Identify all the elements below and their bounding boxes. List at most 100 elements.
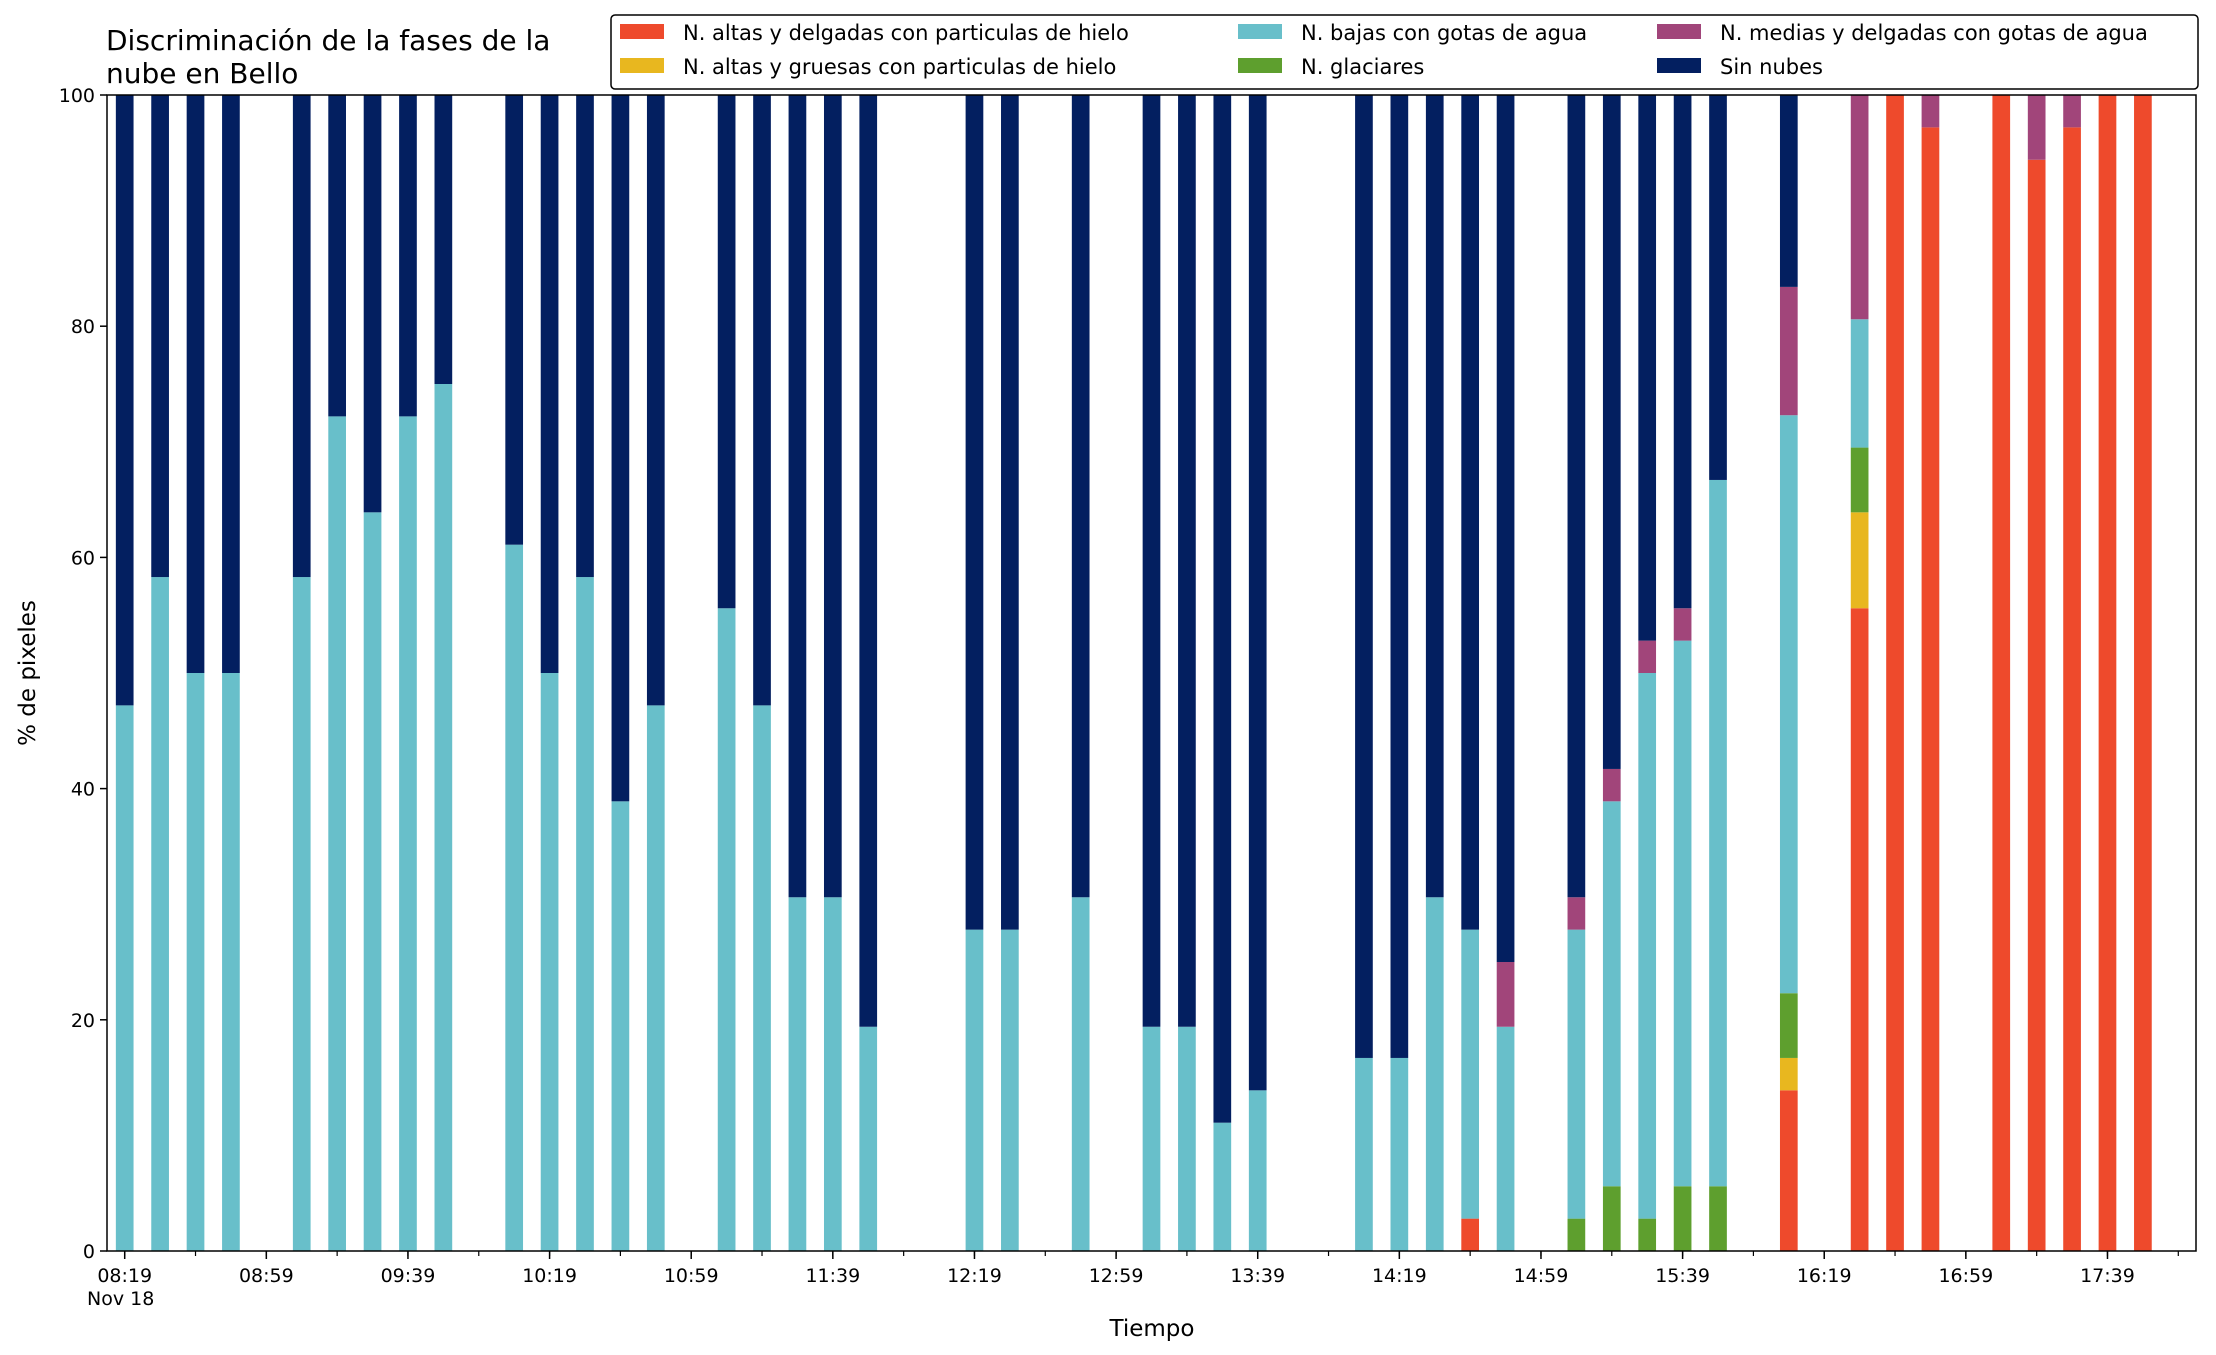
x-tick-label: 16:59 xyxy=(1938,1265,1993,1287)
y-tick-label: 0 xyxy=(83,1241,95,1263)
bar-segment xyxy=(1425,897,1444,1251)
bar-stack-1729 xyxy=(2063,95,2081,1252)
legend-label: N. altas y delgadas con particulas de hi… xyxy=(683,21,1129,45)
x-tick-label: 10:59 xyxy=(664,1265,719,1287)
bar-segment xyxy=(1390,95,1409,1058)
bar-segment xyxy=(1071,897,1090,1251)
bar-segment xyxy=(292,577,311,1251)
bar-segment xyxy=(1673,95,1692,609)
bar-stack-1029 xyxy=(576,95,594,1251)
legend-swatch xyxy=(620,58,664,73)
bar-stack-0939 xyxy=(399,95,417,1251)
bar-segment xyxy=(292,95,311,578)
bar-segment xyxy=(1779,993,1798,1058)
bar-segment xyxy=(1921,95,1940,128)
bar-segment xyxy=(186,95,205,673)
bar-segment xyxy=(1602,95,1621,769)
bar-stack-1229 xyxy=(1001,95,1019,1251)
bar-segment xyxy=(399,416,417,1251)
legend-label: N. bajas con gotas de agua xyxy=(1301,21,1587,45)
bar-segment xyxy=(1567,95,1586,898)
bar-segment xyxy=(2063,127,2081,1252)
x-axis-label: Tiempo xyxy=(1109,1316,1195,1342)
bar-segment xyxy=(965,95,984,930)
bar-segment xyxy=(1496,1026,1515,1251)
bar-stack-1219 xyxy=(965,95,984,1251)
bar-stack-0839 xyxy=(186,95,205,1251)
bar-segment xyxy=(1886,95,1904,1251)
bar-stack-1409 xyxy=(1355,95,1373,1251)
bar-segment xyxy=(1638,640,1657,673)
y-tick-label: 80 xyxy=(71,316,95,338)
bar-stack-1719 xyxy=(2027,95,2046,1252)
bar-segment xyxy=(1779,1090,1798,1251)
legend-swatch xyxy=(620,24,664,39)
bar-segment xyxy=(1850,512,1869,609)
bar-stack-1019 xyxy=(540,95,559,1251)
x-date-label: Nov 18 xyxy=(87,1288,154,1310)
bar-segment xyxy=(859,95,878,1027)
bar-stack-0949 xyxy=(434,95,453,1251)
bar-stack-0919 xyxy=(328,95,346,1251)
bar-segment xyxy=(1001,929,1019,1251)
x-tick-label: 08:19 xyxy=(97,1265,152,1287)
bar-segment xyxy=(859,1026,878,1251)
bar-segment xyxy=(717,95,736,609)
bar-segment xyxy=(1638,95,1657,641)
legend-entry: N. medias y delgadas con gotas de agua xyxy=(1657,21,2148,45)
bar-segment xyxy=(1248,1090,1267,1251)
bar-segment xyxy=(434,384,453,1251)
bar-stack-1329 xyxy=(1213,95,1232,1251)
bar-segment xyxy=(1779,415,1798,994)
bar-segment xyxy=(1213,1122,1232,1251)
bar-segment xyxy=(115,95,134,706)
bar-segment xyxy=(646,95,665,706)
bar-stack-1049 xyxy=(646,95,665,1251)
bar-segment xyxy=(1673,1186,1692,1251)
bar-segment xyxy=(1178,1026,1196,1251)
bar-stack-0819 xyxy=(115,95,134,1251)
bar-segment xyxy=(1673,608,1692,641)
bar-segment xyxy=(151,577,169,1251)
bar-stack-0829 xyxy=(151,95,169,1251)
x-tick-label: 09:39 xyxy=(381,1265,436,1287)
bar-segment xyxy=(505,544,524,1251)
bar-stack-1529 xyxy=(1638,95,1657,1251)
bar-segment xyxy=(2027,159,2046,1252)
bar-stack-1139 xyxy=(823,95,842,1251)
legend-frame xyxy=(610,14,2199,90)
legend-label: N. altas y gruesas con particulas de hie… xyxy=(683,55,1116,79)
bar-segment xyxy=(1425,95,1444,898)
x-tick-label: 12:59 xyxy=(1089,1265,1144,1287)
bar-segment xyxy=(1709,479,1727,1187)
legend-label: N. medias y delgadas con gotas de agua xyxy=(1720,21,2148,45)
x-tick-label: 13:39 xyxy=(1230,1265,1285,1287)
bar-segment xyxy=(540,673,559,1251)
bar-segment xyxy=(1178,95,1196,1027)
x-tick-label: 08:59 xyxy=(239,1265,294,1287)
legend-swatch xyxy=(1657,58,1701,73)
bar-segment xyxy=(115,705,134,1251)
legend-entry: N. glaciares xyxy=(1238,55,1424,79)
bar-stack-1309 xyxy=(1142,95,1161,1251)
bar-segment xyxy=(1567,1218,1586,1251)
y-tick-label: 60 xyxy=(71,547,95,569)
bar-segment xyxy=(505,95,524,545)
bar-segment xyxy=(1567,929,1586,1219)
chart-title-line-1: Discriminación de la fases de la xyxy=(106,24,550,57)
bar-stack-1649 xyxy=(1921,95,1940,1252)
bar-stack-1739 xyxy=(2098,95,2117,1251)
bar-stack-1009 xyxy=(505,95,524,1251)
bar-segment xyxy=(186,673,205,1251)
bar-segment xyxy=(576,95,594,578)
bar-segment xyxy=(1461,929,1480,1219)
bar-stack-1519 xyxy=(1602,95,1621,1251)
bar-segment xyxy=(2027,95,2046,160)
bar-stack-1249 xyxy=(1071,95,1090,1251)
bar-segment xyxy=(1709,1186,1727,1251)
bar-segment xyxy=(363,512,382,1251)
bar-segment xyxy=(1992,95,2011,1251)
y-axis: 0 20 40 60 80 100 xyxy=(59,85,107,1263)
